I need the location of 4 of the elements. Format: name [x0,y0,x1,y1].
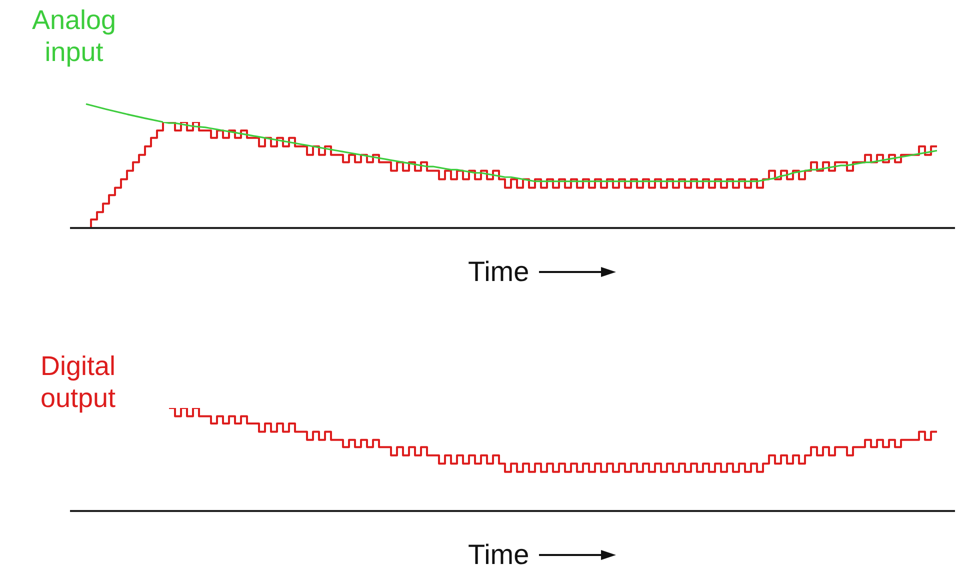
series-label: Digital output [39,350,117,414]
x-axis-title: Time [468,256,530,288]
x-axis-title: Time [468,539,530,571]
text: Analog input [30,4,118,68]
